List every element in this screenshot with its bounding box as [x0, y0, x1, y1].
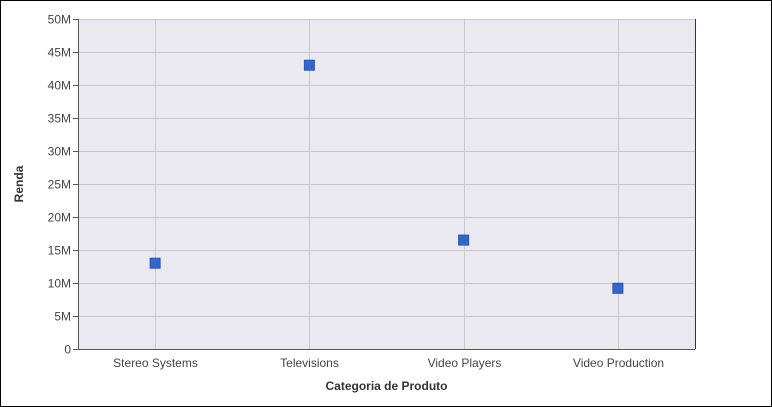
x-tick-label: Televisions	[280, 356, 339, 370]
y-tick-label: 0	[64, 343, 71, 357]
y-tick-label: 30M	[48, 145, 71, 159]
y-tick-label: 35M	[48, 112, 71, 126]
y-tick-label: 40M	[48, 79, 71, 93]
x-axis-ticks: Stereo Systems Televisions Video Players Vi…	[113, 356, 664, 370]
y-tick-label: 15M	[48, 244, 71, 258]
data-point	[458, 234, 470, 246]
data-point	[303, 59, 315, 71]
y-tick-label: 5M	[54, 310, 71, 324]
y-tick-label: 45M	[48, 46, 71, 60]
x-axis-title: Categoria de Produto	[325, 379, 447, 393]
data-point	[149, 257, 161, 269]
y-tick-label: 50M	[48, 13, 71, 27]
data-series	[149, 59, 624, 294]
y-axis-ticks: 0 5M 10M 15M 20M 25M 30M 35M 40M 45M 50M	[48, 13, 72, 357]
x-tick-label: Video Production	[573, 356, 664, 370]
y-tick-label: 20M	[48, 211, 71, 225]
y-tick-label: 25M	[48, 178, 71, 192]
y-axis-title: Renda	[12, 165, 26, 202]
x-tick-label: Video Players	[428, 356, 502, 370]
axes	[73, 19, 696, 350]
grid	[78, 19, 695, 349]
y-tick-label: 10M	[48, 277, 71, 291]
x-tick-label: Stereo Systems	[113, 356, 198, 370]
data-point	[612, 282, 624, 294]
